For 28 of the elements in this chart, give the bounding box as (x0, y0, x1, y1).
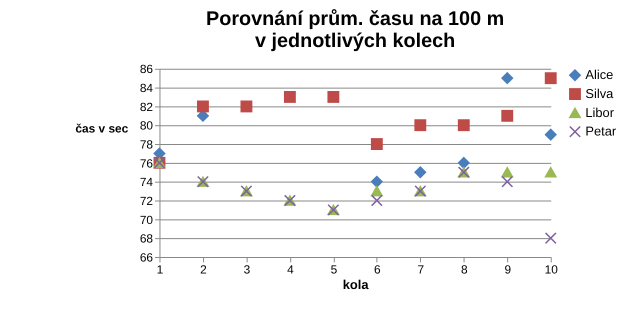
x-tick-label: 2 (200, 262, 207, 276)
y-tick-label: 86 (140, 62, 154, 76)
y-tick-label: 72 (140, 194, 154, 208)
x-tick-label: 4 (287, 262, 294, 276)
x-tick-label: 10 (544, 262, 558, 276)
y-axis-title: čas v sec (75, 122, 129, 136)
legend-label: Alice (585, 67, 614, 82)
y-tick-label: 82 (140, 100, 154, 114)
y-tick-label: 76 (140, 156, 154, 170)
chart-title: Porovnání prům. času na 100 m v jednotlivých kolech (206, 8, 504, 52)
legend-label: Libor (585, 104, 615, 120)
x-tick-label: 9 (504, 262, 512, 276)
legend-label: Petar (585, 124, 617, 139)
y-tick-label: 74 (140, 175, 154, 190)
x-tick-label: 7 (418, 262, 424, 276)
y-tick-label: 80 (140, 118, 154, 133)
x-axis-title: kola (342, 277, 370, 292)
legend-label: Silva (585, 86, 614, 101)
x-tick-label: 1 (156, 262, 164, 276)
y-tick-label: 70 (140, 212, 154, 227)
x-tick-label: 3 (244, 262, 251, 276)
x-tick-label: 5 (330, 262, 338, 276)
y-tick-label: 68 (140, 232, 154, 246)
y-tick-label: 84 (140, 81, 154, 96)
y-tick-label: 66 (140, 250, 154, 264)
x-tick-label: 8 (460, 262, 468, 276)
x-tick-label: 6 (374, 262, 382, 276)
y-tick-label: 78 (140, 138, 154, 152)
